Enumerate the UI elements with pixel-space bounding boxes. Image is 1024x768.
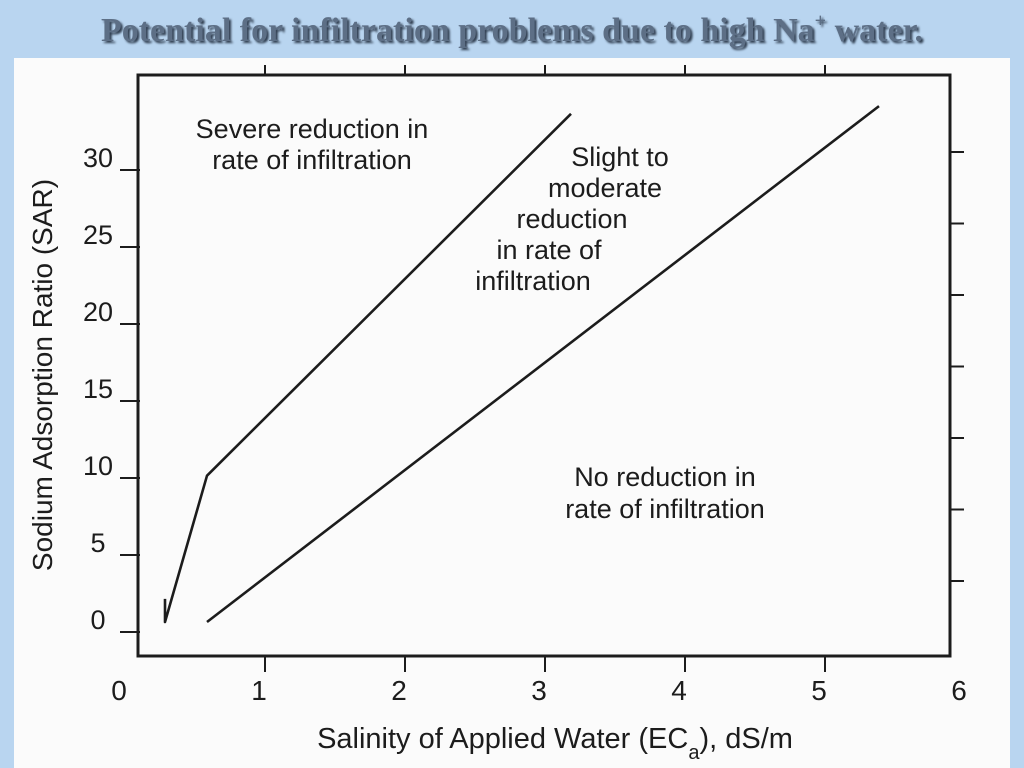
- slide-title-tail: water.: [826, 12, 924, 49]
- region-label-slight-line: infiltration: [475, 266, 591, 296]
- y-tick-label: 15: [83, 374, 113, 404]
- slight-boundary-line: [206, 105, 880, 624]
- x-tick-label: 1: [251, 675, 267, 706]
- x-tick-label: 5: [811, 675, 827, 706]
- y-axis-title: Sodium Adsorption Ratio (SAR): [27, 179, 58, 571]
- region-label-severe-line: Severe reduction in: [196, 114, 429, 144]
- x-tick-label: 0: [111, 675, 127, 706]
- x-tick-label: 4: [671, 675, 687, 706]
- x-axis-title-tail: ), dS/m: [699, 723, 792, 755]
- y-tick-label: 20: [83, 297, 113, 327]
- severe-boundary-line: [163, 112, 572, 624]
- x-axis-title-subscript: a: [688, 742, 700, 764]
- region-label-slight-line: moderate: [548, 173, 662, 203]
- region-label-slight-line: in rate of: [496, 235, 602, 265]
- region-label-slight-line: Slight to: [571, 142, 669, 172]
- region-label-none-line: rate of infiltration: [565, 494, 765, 524]
- y-tick-label: 25: [83, 220, 113, 250]
- y-tick-label: 30: [83, 143, 113, 173]
- x-tick-label: 6: [951, 675, 967, 706]
- y-tick-label: 0: [90, 605, 105, 635]
- y-tick-label: 5: [90, 528, 105, 558]
- chart-panel: [14, 58, 1010, 768]
- x-axis-title: Salinity of Applied Water (ECa), dS/m: [317, 723, 793, 764]
- region-label-slight-line: reduction: [516, 204, 627, 234]
- slide-title-superscript: +: [814, 10, 827, 32]
- slide-title-main: Potential for infiltration problems due …: [100, 12, 815, 49]
- region-label-none-line: No reduction in: [574, 462, 756, 492]
- region-label-severe-line: rate of infiltration: [212, 145, 412, 175]
- x-tick-label: 3: [531, 675, 547, 706]
- slide-title: Potential for infiltration problems due …: [0, 6, 1024, 56]
- x-tick-label: 2: [391, 675, 407, 706]
- x-axis-title-main: Salinity of Applied Water (EC: [317, 723, 688, 755]
- y-tick-label: 10: [83, 451, 113, 481]
